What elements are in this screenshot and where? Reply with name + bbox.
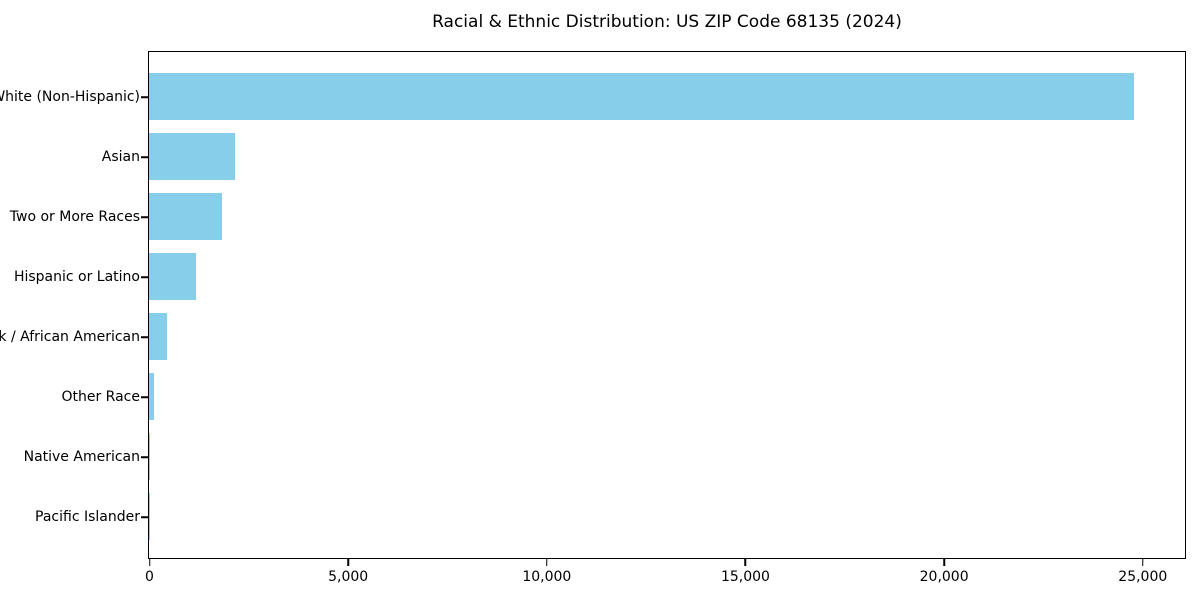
xtick-label-10000: 10,000 [522, 569, 572, 585]
ytick-label-native-american: Native American [23, 449, 140, 465]
ytick-label-black-african-american: Black / African American [0, 329, 140, 345]
xtick-label-20000: 20,000 [919, 569, 969, 585]
bar-two-or-more-races [149, 193, 223, 240]
bar-pacific-islander [149, 493, 150, 540]
x-tick-mark [1142, 559, 1144, 566]
y-tick-mark [141, 516, 148, 518]
y-tick-mark [141, 156, 148, 158]
x-tick-mark [943, 559, 945, 566]
bar-native-american [149, 433, 150, 480]
y-tick-mark [141, 96, 148, 98]
x-tick-mark [148, 559, 151, 566]
ytick-label-two-or-more-races: Two or More Races [9, 209, 140, 225]
bar-hispanic-or-latino [149, 253, 196, 300]
xtick-label-25000: 25,000 [1118, 569, 1168, 585]
ytick-label-white-non-hispanic: White (Non-Hispanic) [0, 89, 140, 105]
ytick-label-pacific-islander: Pacific Islander [35, 509, 140, 525]
y-tick-mark [141, 396, 148, 398]
y-tick-mark [141, 336, 148, 338]
y-tick-mark [141, 216, 148, 218]
x-tick-mark [744, 559, 747, 566]
xtick-label-0: 0 [145, 569, 154, 585]
ytick-label-asian: Asian [101, 149, 140, 165]
bar-other-race [149, 373, 155, 420]
ytick-label-hispanic-or-latino: Hispanic or Latino [13, 269, 140, 285]
bar-black-african-american [149, 313, 167, 360]
x-tick-mark [347, 559, 349, 566]
bar-asian [149, 133, 235, 180]
y-tick-mark [141, 276, 148, 278]
chart-title: Racial & Ethnic Distribution: US ZIP Cod… [432, 12, 902, 32]
x-tick-mark [546, 559, 548, 566]
plot-area [148, 51, 1186, 559]
bar-white-non-hispanic [149, 73, 1135, 120]
xtick-label-5000: 5,000 [328, 569, 369, 585]
xtick-label-15000: 15,000 [720, 569, 770, 585]
ytick-label-other-race: Other Race [61, 389, 140, 405]
y-tick-mark [141, 456, 148, 458]
